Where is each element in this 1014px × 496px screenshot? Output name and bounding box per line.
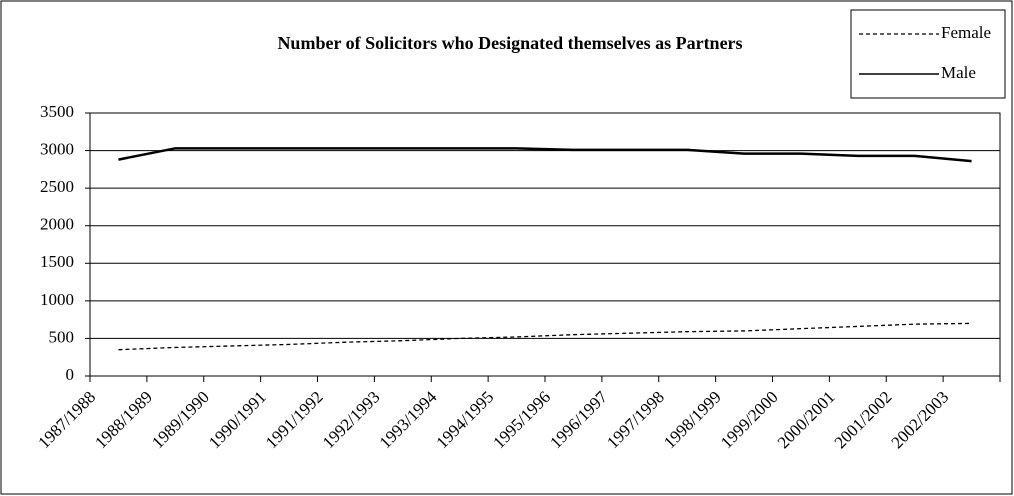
y-tick-label: 2500 [40, 177, 74, 196]
y-tick-label: 2000 [40, 215, 74, 234]
y-tick-label: 1000 [40, 290, 74, 309]
legend-box [850, 9, 1006, 99]
y-tick-label: 3000 [40, 139, 74, 158]
legend-label: Male [941, 63, 976, 82]
y-tick-label: 500 [49, 327, 75, 346]
y-tick-label: 0 [66, 365, 75, 384]
y-tick-label: 3500 [40, 102, 74, 121]
series-line [118, 147, 972, 163]
y-tick-label: 1500 [40, 252, 74, 271]
chart-title: Number of Solicitors who Designated them… [277, 33, 742, 53]
legend-label: Female [941, 23, 991, 42]
series-line [118, 322, 972, 351]
